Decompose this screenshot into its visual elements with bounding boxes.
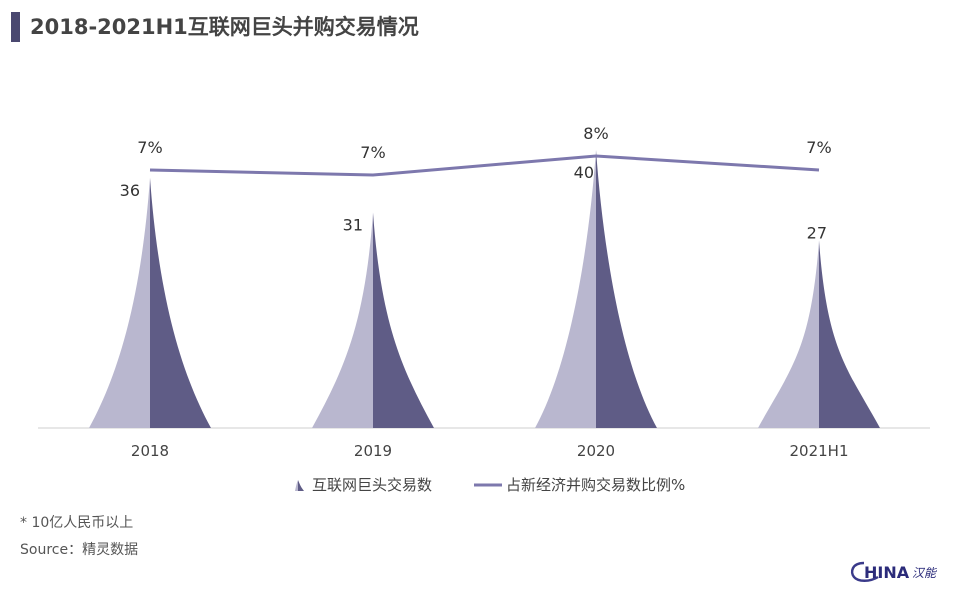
bar-right-half	[373, 212, 434, 428]
legend-bar-swatch-left	[295, 480, 298, 491]
page-title: 2018-2021H1互联网巨头并购交易情况	[30, 15, 419, 39]
bar-left-half	[535, 150, 596, 428]
unit-note: * 10亿人民币以上	[20, 515, 134, 531]
bar-2020	[535, 150, 657, 428]
legend-item-bars: 互联网巨头交易数	[295, 476, 432, 494]
logo-text: HINA	[864, 563, 910, 582]
line-point-label: 7%	[806, 138, 831, 157]
line-point-label: 8%	[583, 124, 608, 143]
bar-2019	[312, 212, 434, 428]
bar-right-half	[596, 150, 657, 428]
x-tick-label: 2021H1	[790, 442, 849, 460]
bar-left-half	[312, 212, 373, 428]
bar-2018	[89, 177, 211, 428]
bar-left-half	[758, 240, 819, 428]
legend-bar-swatch-right	[298, 480, 304, 491]
source-note: Source：精灵数据	[20, 542, 139, 558]
svg-text:汉能: 汉能	[912, 566, 938, 580]
bar-2021H1	[758, 240, 880, 428]
bar-right-half	[150, 177, 211, 428]
bar-value-label: 27	[807, 223, 827, 242]
line-series-path	[149, 154, 820, 177]
bar-right-half	[819, 240, 880, 428]
title-accent-bar	[11, 12, 20, 42]
legend-item-line: 占新经济并购交易数比例%	[474, 476, 685, 494]
line-point-label: 7%	[360, 143, 385, 162]
x-tick-label: 2020	[577, 442, 615, 460]
line-point-label: 7%	[137, 138, 162, 157]
x-tick-label: 2019	[354, 442, 392, 460]
company-logo: HINA 汉能	[850, 561, 938, 582]
legend-label-bars: 互联网巨头交易数	[312, 476, 432, 494]
bar-value-label: 31	[343, 216, 363, 235]
x-tick-label: 2018	[131, 442, 169, 460]
legend-label-line: 占新经济并购交易数比例%	[506, 476, 685, 494]
bar-left-half	[89, 177, 150, 428]
bar-value-label: 40	[574, 163, 594, 182]
bar-value-label: 36	[120, 181, 140, 200]
